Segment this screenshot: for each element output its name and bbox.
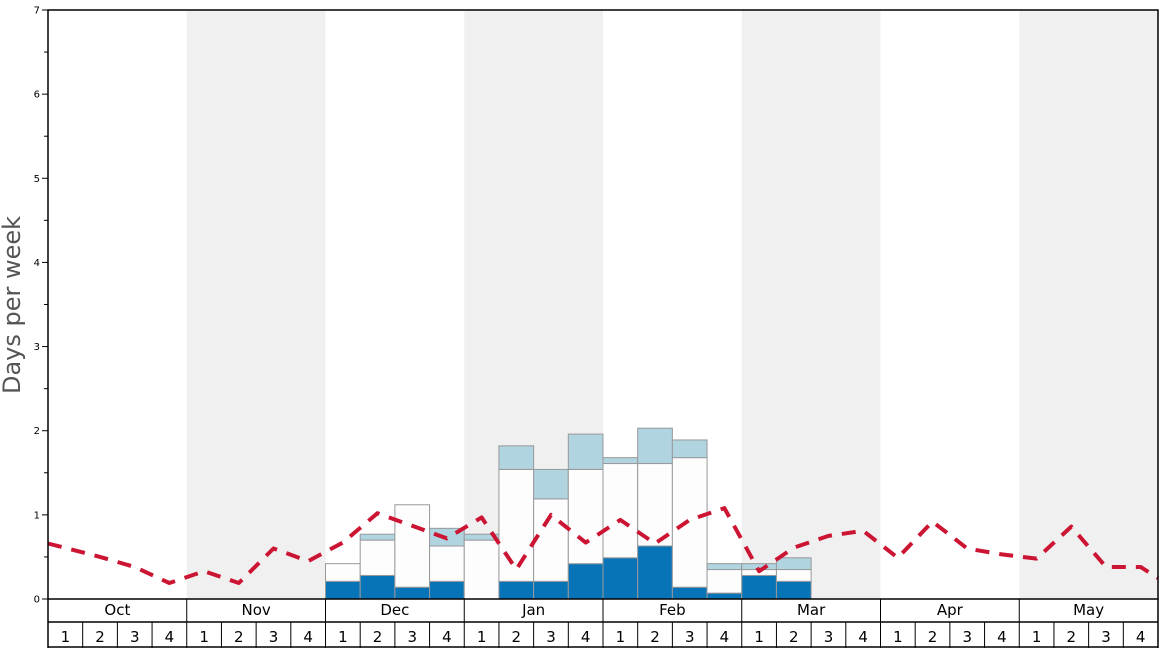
week-label: 1 <box>338 628 348 646</box>
month-band <box>325 10 465 599</box>
week-label: 1 <box>754 628 764 646</box>
week-label: 2 <box>928 628 938 646</box>
bar-segment <box>359 533 396 541</box>
week-label: 4 <box>1136 628 1146 646</box>
bar-segment <box>359 539 396 576</box>
bar-segment <box>775 580 812 600</box>
bar-segment <box>429 580 465 600</box>
bar-segment <box>671 586 708 600</box>
bar-segment <box>567 563 604 600</box>
week-label: 3 <box>824 628 834 646</box>
y-tick-label: 5 <box>34 174 40 185</box>
bar-segment <box>602 557 639 600</box>
month-band <box>186 10 326 599</box>
month-band <box>741 10 881 599</box>
month-label: Feb <box>659 601 686 619</box>
month-label: Apr <box>937 601 964 619</box>
week-label: 1 <box>199 628 209 646</box>
bar-segment <box>463 539 500 600</box>
month-label: Dec <box>380 601 409 619</box>
bar-segment <box>533 580 569 600</box>
trend-line-group <box>47 506 1160 585</box>
bar-segment <box>498 468 535 582</box>
bar-segment <box>775 557 812 571</box>
week-label: 1 <box>477 628 487 646</box>
week-label: 4 <box>303 628 313 646</box>
y-tick-label: 7 <box>34 6 40 17</box>
bar-segment <box>325 580 361 600</box>
week-label: 3 <box>1101 628 1111 646</box>
week-label: 1 <box>893 628 903 646</box>
y-tick-label: 3 <box>34 342 40 353</box>
y-tick-label: 6 <box>34 90 40 101</box>
bar-segment <box>429 545 465 582</box>
month-label: May <box>1073 601 1104 619</box>
week-label: 4 <box>165 628 175 646</box>
bar-segment <box>637 427 673 465</box>
bar-segment <box>637 545 673 600</box>
week-label: 1 <box>616 628 626 646</box>
bar-segment <box>706 592 743 600</box>
week-label: 2 <box>512 628 522 646</box>
bar-segment <box>533 498 569 582</box>
week-label: 3 <box>685 628 695 646</box>
bar-segment <box>394 586 431 600</box>
week-label: 2 <box>789 628 799 646</box>
week-label: 3 <box>962 628 972 646</box>
bar-segment <box>775 569 812 582</box>
bar-segment <box>394 504 431 588</box>
month-label: Jan <box>521 601 545 619</box>
bar-segment <box>706 569 743 594</box>
week-label: 3 <box>130 628 140 646</box>
week-label: 3 <box>269 628 279 646</box>
month-label: Oct <box>104 601 130 619</box>
bar-segment <box>671 457 708 588</box>
bar-segment <box>741 574 777 600</box>
week-label: 2 <box>95 628 105 646</box>
week-label: 4 <box>858 628 868 646</box>
week-label: 3 <box>407 628 417 646</box>
week-label: 2 <box>373 628 383 646</box>
bar-segment <box>359 574 396 600</box>
week-label: 1 <box>1032 628 1042 646</box>
bar-segment <box>498 580 535 600</box>
bar-segment <box>706 563 743 571</box>
week-label: 1 <box>61 628 71 646</box>
month-label: Mar <box>797 601 826 619</box>
axes-group: 0 1 2 3 4 5 6 7 Oct 1 2 3 4 Nov 1 2 3 4 Dec 1 2 3 4 Jan 1 2 3 4 Feb 1… <box>34 6 1159 648</box>
month-band <box>1019 10 1158 599</box>
bar-segment <box>533 468 569 500</box>
week-label: 2 <box>1067 628 1077 646</box>
bar-segment <box>567 468 604 565</box>
bar-segment <box>567 433 604 470</box>
y-tick-label: 1 <box>34 510 40 521</box>
bar-segment <box>325 563 361 582</box>
week-label: 2 <box>650 628 660 646</box>
bar-segment <box>602 457 639 465</box>
bar-segment <box>637 463 673 547</box>
month-label: Nov <box>241 601 270 619</box>
month-band <box>880 10 1020 599</box>
y-axis-label: Days per week <box>0 216 26 394</box>
week-label: 3 <box>546 628 556 646</box>
month-band <box>48 10 187 599</box>
bar-segment <box>671 439 708 459</box>
bar-segment <box>498 445 535 470</box>
week-label: 2 <box>234 628 244 646</box>
bar-segment <box>602 463 639 559</box>
week-label: 4 <box>442 628 452 646</box>
y-tick-label: 4 <box>34 258 40 269</box>
week-label: 4 <box>997 628 1007 646</box>
y-tick-label: 0 <box>34 595 40 606</box>
trend-line <box>47 506 1160 585</box>
week-label: 4 <box>581 628 591 646</box>
y-tick-label: 2 <box>34 426 40 437</box>
week-label: 4 <box>720 628 730 646</box>
